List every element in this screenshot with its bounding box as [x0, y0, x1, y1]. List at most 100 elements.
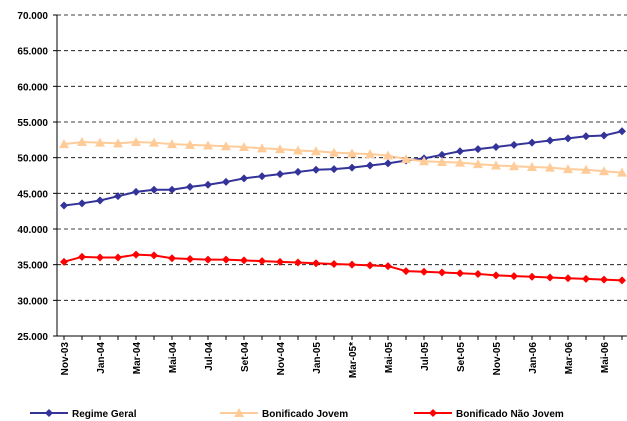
marker — [545, 162, 555, 172]
series-line — [63, 140, 623, 174]
marker — [528, 138, 536, 147]
marker — [60, 201, 68, 210]
marker — [276, 257, 284, 266]
marker — [474, 145, 482, 154]
marker — [492, 271, 500, 280]
y-tick-label: 70.000 — [17, 11, 48, 22]
x-tick-label: Nov-05 — [492, 342, 503, 376]
marker — [312, 259, 320, 268]
marker — [438, 150, 446, 159]
marker — [150, 251, 158, 260]
x-tick-label: Mar-04 — [132, 342, 143, 375]
marker — [258, 172, 266, 181]
marker — [294, 167, 302, 176]
marker — [599, 166, 609, 176]
marker — [456, 269, 464, 278]
marker — [348, 260, 356, 269]
marker — [329, 147, 339, 157]
x-tick-label: Set-05 — [456, 342, 467, 372]
marker — [366, 261, 374, 270]
marker — [438, 268, 446, 277]
marker — [257, 143, 267, 153]
legend-label: Regime Geral — [72, 409, 137, 420]
marker — [509, 161, 519, 171]
x-tick-label: Set-04 — [240, 342, 251, 372]
marker — [384, 262, 392, 271]
marker — [59, 139, 69, 149]
y-tick-label: 40.000 — [17, 225, 48, 236]
marker — [600, 275, 608, 284]
marker — [96, 253, 104, 262]
marker — [330, 259, 338, 268]
marker — [582, 132, 590, 141]
marker — [491, 160, 501, 170]
x-tick-label: Jan-06 — [528, 342, 539, 374]
marker — [293, 145, 303, 155]
marker — [600, 131, 608, 140]
marker — [420, 267, 428, 276]
marker — [204, 180, 212, 189]
marker — [132, 250, 140, 259]
marker — [401, 154, 411, 164]
marker — [582, 274, 590, 283]
marker — [95, 137, 105, 147]
marker — [77, 136, 87, 146]
x-tick-label: Mai-06 — [600, 342, 611, 374]
marker — [563, 164, 573, 174]
marker — [347, 148, 357, 158]
marker — [186, 254, 194, 263]
y-tick-label: 60.000 — [17, 82, 48, 93]
y-tick-label: 45.000 — [17, 189, 48, 200]
legend-label: Bonificado Jovem — [262, 409, 348, 420]
x-tick-label: Mar-05* — [348, 342, 359, 378]
x-tick-label: Nov-04 — [276, 342, 287, 376]
marker — [384, 159, 392, 168]
marker — [348, 163, 356, 172]
marker — [275, 144, 285, 154]
marker — [402, 267, 410, 276]
marker — [78, 252, 86, 261]
marker — [383, 150, 393, 160]
marker — [150, 185, 158, 194]
marker — [132, 187, 140, 196]
marker — [240, 256, 248, 265]
marker — [510, 272, 518, 281]
marker — [168, 254, 176, 263]
marker — [203, 140, 213, 150]
marker — [167, 139, 177, 149]
marker — [365, 149, 375, 159]
marker — [168, 185, 176, 194]
x-tick-label: Mai-05 — [384, 342, 395, 374]
marker — [617, 167, 627, 177]
marker — [546, 136, 554, 145]
marker — [618, 276, 626, 285]
y-tick-label: 25.000 — [17, 332, 48, 343]
x-tick-label: Jan-05 — [312, 342, 323, 374]
legend-label: Bonificado Não Jovem — [456, 409, 564, 420]
marker — [618, 127, 626, 136]
marker — [222, 177, 230, 186]
marker — [419, 156, 429, 166]
marker — [294, 258, 302, 267]
x-tick-label: Jul-04 — [204, 342, 215, 371]
marker — [455, 157, 465, 167]
marker — [60, 257, 68, 266]
marker — [564, 134, 572, 143]
x-tick-label: Jan-04 — [96, 342, 107, 374]
marker — [45, 409, 53, 417]
y-tick-label: 30.000 — [17, 296, 48, 307]
marker — [276, 170, 284, 179]
marker — [312, 165, 320, 174]
marker — [78, 199, 86, 208]
marker — [429, 409, 437, 417]
marker — [234, 408, 244, 417]
marker — [186, 182, 194, 191]
series-line — [63, 253, 623, 282]
marker — [96, 196, 104, 205]
marker — [222, 255, 230, 264]
marker — [311, 146, 321, 156]
marker — [113, 138, 123, 148]
marker — [114, 192, 122, 201]
y-tick-label: 65.000 — [17, 47, 48, 58]
marker — [492, 142, 500, 151]
